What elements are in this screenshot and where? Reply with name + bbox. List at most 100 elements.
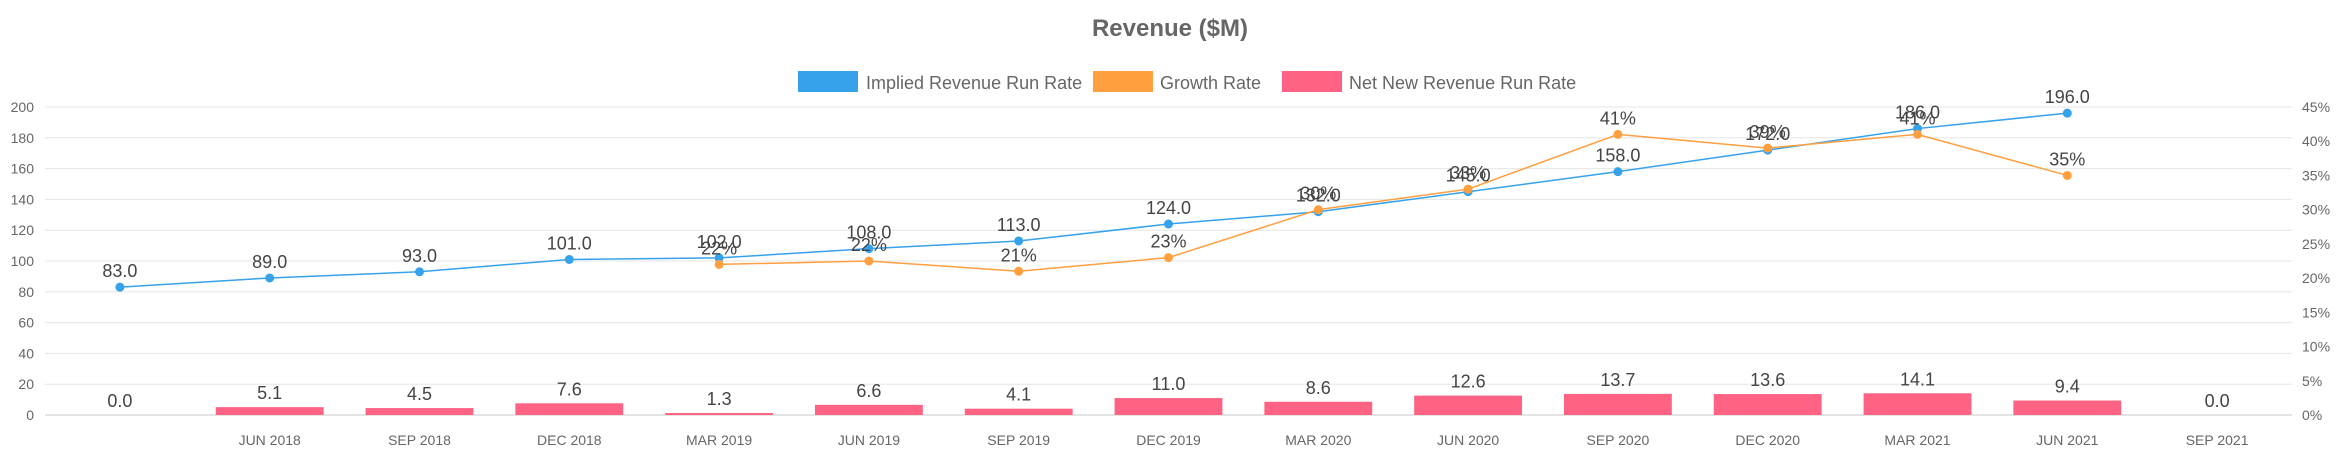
revenue-point-6[interactable]: [864, 244, 874, 254]
x-tick-label: DEC 2018: [537, 432, 602, 448]
bar-value-label: 0.0: [107, 391, 132, 411]
revenue-value-label: 186.0: [1895, 103, 1940, 123]
bar-value-label: 9.4: [2055, 377, 2080, 397]
legend-label-2[interactable]: Growth Rate: [1160, 73, 1261, 93]
growth-point-8[interactable]: [1164, 253, 1173, 263]
x-tick-label: JUN 2019: [838, 432, 900, 448]
growth-point-12[interactable]: [1763, 143, 1773, 153]
bar-net-new-13[interactable]: [1863, 393, 1972, 415]
growth-value-label: 23%: [1150, 232, 1186, 252]
legend: Implied Revenue Run Rate Growth Rate Net N…: [798, 71, 1576, 93]
y-left-tick-label: 20: [18, 376, 34, 392]
bar-net-new-6[interactable]: [814, 404, 923, 415]
y-left-tick-label: 60: [18, 315, 34, 331]
bar-net-new-10[interactable]: [1414, 395, 1523, 415]
x-tick-label: MAR 2021: [1884, 432, 1950, 448]
growth-value-label: 21%: [1001, 245, 1037, 265]
y-left-tick-label: 180: [11, 130, 35, 146]
revenue-value-label: 124.0: [1146, 198, 1191, 218]
revenue-value-label: 113.0: [997, 215, 1041, 235]
growth-value-label: 30%: [1300, 184, 1336, 204]
growth-value-label: 35%: [2049, 149, 2085, 169]
growth-point-5[interactable]: [714, 259, 724, 269]
growth-point-13[interactable]: [1913, 129, 1922, 139]
bar-value-label: 13.6: [1750, 370, 1785, 390]
legend-swatch-2[interactable]: [1093, 71, 1153, 92]
bar-value-label: 14.1: [1900, 369, 1935, 389]
chart-title: Revenue ($M): [1092, 15, 1248, 42]
growth-point-10[interactable]: [1463, 184, 1473, 194]
legend-label-3[interactable]: Net New Revenue Run Rate: [1349, 73, 1576, 93]
revenue-point-14[interactable]: [2062, 108, 2072, 118]
bar-value-label: 12.6: [1451, 372, 1486, 392]
revenue-value-label: 196.0: [2045, 87, 2090, 107]
x-tick-label: MAR 2019: [686, 432, 752, 448]
y-left-tick-label: 140: [11, 191, 35, 207]
revenue-point-7[interactable]: [1014, 236, 1024, 246]
bar-value-label: 7.6: [557, 379, 582, 399]
growth-value-label: 41%: [1600, 108, 1636, 128]
bar-series: [215, 393, 2122, 415]
growth-value-label: 22%: [701, 238, 737, 258]
revenue-value-label: 158.0: [1595, 146, 1640, 166]
line-growth-rate: [719, 133, 2068, 273]
y-left-tick-label: 40: [18, 345, 34, 361]
revenue-point-11[interactable]: [1613, 167, 1623, 177]
legend-swatch-1[interactable]: [798, 71, 858, 92]
y-left-tick-label: 160: [11, 161, 35, 177]
x-axis: JUN 2018 SEP 2018 DEC 2018 MAR 2019 JUN 2019…: [239, 432, 2249, 448]
revenue-point-4[interactable]: [564, 254, 574, 264]
y-left-tick-label: 0: [26, 407, 34, 423]
growth-value-label: 22%: [851, 235, 887, 255]
y-right-tick-label: 40%: [2302, 133, 2330, 149]
bar-value-label: 4.1: [1006, 385, 1031, 405]
growth-point-7[interactable]: [1014, 266, 1024, 276]
bar-net-new-9[interactable]: [1264, 401, 1373, 415]
revenue-value-label: 93.0: [402, 246, 437, 266]
revenue-point-1[interactable]: [115, 282, 125, 292]
x-tick-label: DEC 2020: [1735, 432, 1800, 448]
y-right-tick-label: 25%: [2302, 236, 2330, 252]
bar-value-label: 0.0: [2205, 391, 2230, 411]
legend-swatch-3[interactable]: [1282, 71, 1342, 92]
y-left-tick-label: 80: [18, 284, 34, 300]
revenue-value-label: 83.0: [102, 261, 137, 281]
y-right-tick-label: 0%: [2302, 407, 2322, 423]
growth-point-9[interactable]: [1313, 205, 1323, 215]
bar-value-label: 6.6: [856, 381, 881, 401]
bar-value-label: 11.0: [1152, 374, 1186, 394]
growth-point-11[interactable]: [1613, 129, 1623, 139]
bar-net-new-5[interactable]: [665, 412, 774, 415]
revenue-point-5[interactable]: [714, 253, 724, 263]
revenue-value-label: 102.0: [697, 232, 742, 252]
revenue-value-label: 101.0: [547, 233, 592, 253]
revenue-value-label: 108.0: [846, 223, 891, 243]
growth-point-6[interactable]: [864, 256, 874, 266]
revenue-point-2[interactable]: [265, 273, 275, 283]
bar-value-label: 4.5: [407, 384, 432, 404]
bar-value-label: 1.3: [707, 389, 732, 409]
bar-value-label: 13.7: [1600, 370, 1635, 390]
revenue-point-3[interactable]: [415, 267, 424, 277]
bar-net-new-12[interactable]: [1713, 394, 1822, 415]
bar-net-new-8[interactable]: [1114, 398, 1223, 415]
x-tick-label: DEC 2019: [1136, 432, 1201, 448]
legend-label-1[interactable]: Implied Revenue Run Rate: [866, 73, 1082, 93]
x-tick-label: MAR 2020: [1285, 432, 1351, 448]
growth-point-14[interactable]: [2062, 170, 2072, 180]
bar-net-new-11[interactable]: [1563, 393, 1672, 415]
bar-value-label: 8.6: [1306, 378, 1331, 398]
growth-value-label: 33%: [1450, 163, 1486, 183]
data-labels: 0.0 5.1 4.5 7.6 1.3 6.6 4.1 11.0 8.6 12.6 13.7 13.6…: [102, 87, 2229, 411]
bar-net-new-7[interactable]: [964, 408, 1073, 415]
bar-net-new-2[interactable]: [215, 407, 324, 415]
y-right-tick-label: 45%: [2302, 99, 2330, 115]
bar-net-new-14[interactable]: [2013, 400, 2122, 415]
bar-net-new-3[interactable]: [365, 408, 474, 415]
y-left-tick-label: 100: [11, 253, 35, 269]
y-left-tick-label: 120: [11, 222, 35, 238]
bar-net-new-4[interactable]: [515, 403, 624, 415]
revenue-point-8[interactable]: [1164, 219, 1173, 229]
